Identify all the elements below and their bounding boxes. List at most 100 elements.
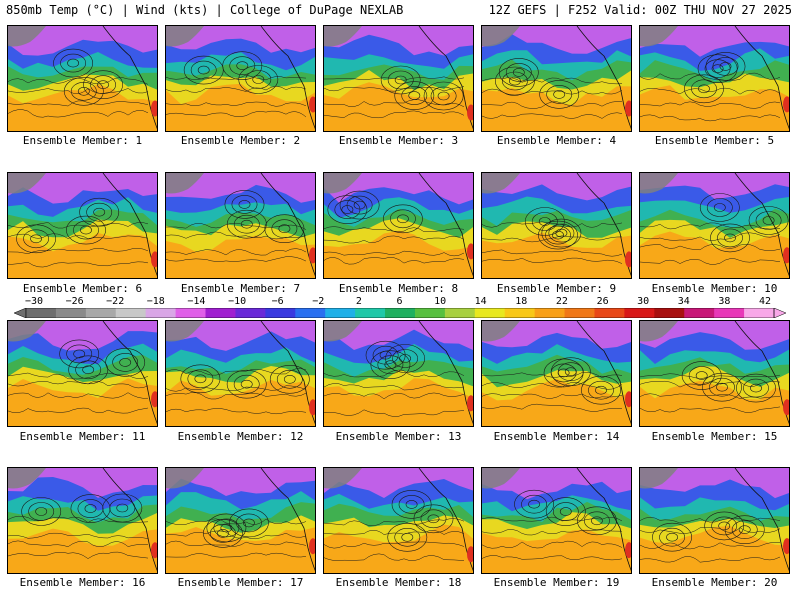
- ensemble-map: [8, 468, 157, 573]
- ensemble-map-panel: [481, 172, 632, 279]
- ensemble-map-panel: [7, 320, 158, 427]
- ensemble-map: [482, 173, 631, 278]
- colorbar-tick-label: 42: [758, 296, 772, 307]
- colorbar-segment: [145, 308, 177, 318]
- colorbar-segment: [55, 308, 87, 318]
- ensemble-map: [324, 468, 473, 573]
- ensemble-map: [640, 26, 789, 131]
- colorbar-tick-label: 22: [555, 296, 568, 307]
- panel-caption: Ensemble Member: 17: [177, 576, 304, 589]
- ensemble-map-panel: [639, 25, 790, 132]
- colorbar-segment: [654, 308, 685, 318]
- ensemble-map-panel: [481, 25, 632, 132]
- panel-caption: Ensemble Member: 3: [338, 134, 459, 147]
- colorbar-tick-label: 38: [718, 296, 731, 307]
- ensemble-map-panel: [165, 25, 316, 132]
- colorbar-segment: [714, 308, 745, 318]
- colorbar-tick-label: −30: [24, 296, 44, 307]
- panel-caption: Ensemble Member: 13: [335, 430, 462, 443]
- panel-caption: Ensemble Member: 15: [651, 430, 778, 443]
- ensemble-map-panel: [639, 172, 790, 279]
- page-title: 850mb Temp (°C) | Wind (kts) | College o…: [6, 3, 404, 17]
- colorbar-tick-label: 6: [396, 296, 403, 307]
- ensemble-map-panel: [165, 467, 316, 574]
- colorbar-segment: [295, 308, 326, 318]
- colorbar-tick-label: 34: [677, 296, 690, 307]
- colorbar-tick-label: 18: [515, 296, 528, 307]
- panel-caption: Ensemble Member: 11: [19, 430, 146, 443]
- colorbar-arrow-left: [13, 308, 27, 318]
- colorbar-tick-label: 30: [637, 296, 650, 307]
- colorbar-tick-label: −18: [146, 296, 165, 307]
- ensemble-map: [324, 173, 473, 278]
- panel-caption: Ensemble Member: 12: [177, 430, 304, 443]
- colorbar-segment: [534, 308, 566, 318]
- colorbar-segment: [265, 308, 296, 318]
- ensemble-map: [8, 26, 157, 131]
- panel-caption: Ensemble Member: 7: [180, 282, 301, 295]
- colorbar-segment: [325, 308, 356, 318]
- panel-caption: Ensemble Member: 9: [496, 282, 617, 295]
- colorbar-segment: [414, 308, 446, 318]
- ensemble-map-panel: [323, 320, 474, 427]
- colorbar-segment: [504, 308, 536, 318]
- ensemble-map: [640, 468, 789, 573]
- ensemble-map: [166, 26, 315, 131]
- colorbar-segment: [355, 308, 386, 318]
- panel-caption: Ensemble Member: 6: [22, 282, 143, 295]
- colorbar-tick-label: 26: [596, 296, 609, 307]
- temperature-colorbar: −30 −26 −22 −18 −14 −10 −6 −2 2 6 10 14 18 22 26 30 34 38…: [0, 296, 800, 318]
- colorbar-segment: [385, 308, 416, 318]
- colorbar-scale: [13, 308, 787, 318]
- ensemble-map: [166, 321, 315, 426]
- colorbar-arrow-right: [773, 308, 787, 318]
- panel-caption: Ensemble Member: 8: [338, 282, 459, 295]
- colorbar-segment: [235, 308, 266, 318]
- ensemble-map-panel: [323, 25, 474, 132]
- colorbar-tick-label: −14: [187, 296, 206, 307]
- ensemble-map-panel: [323, 467, 474, 574]
- ensemble-map: [324, 26, 473, 131]
- ensemble-map: [640, 173, 789, 278]
- ensemble-map-panel: [323, 172, 474, 279]
- colorbar-segment: [115, 308, 147, 318]
- ensemble-map: [166, 173, 315, 278]
- colorbar-segment: [26, 308, 57, 318]
- ensemble-map-panel: [7, 25, 158, 132]
- colorbar-tick-label: −10: [228, 296, 247, 307]
- panel-caption: Ensemble Member: 1: [22, 134, 143, 147]
- ensemble-map: [640, 321, 789, 426]
- ensemble-map: [482, 26, 631, 131]
- colorbar-segment: [624, 308, 655, 318]
- colorbar-segment: [744, 308, 775, 318]
- colorbar-segment: [564, 308, 595, 318]
- colorbar-segment: [175, 308, 207, 318]
- colorbar-tick-label: −6: [271, 296, 284, 307]
- colorbar-tick-label: 2: [355, 296, 362, 307]
- ensemble-map: [482, 321, 631, 426]
- ensemble-map: [8, 173, 157, 278]
- colorbar-segment: [594, 308, 625, 318]
- colorbar-segment: [474, 308, 506, 318]
- ensemble-map-panel: [639, 320, 790, 427]
- ensemble-map-panel: [639, 467, 790, 574]
- ensemble-map-panel: [481, 467, 632, 574]
- colorbar-segment: [205, 308, 236, 318]
- ensemble-map-panel: [165, 320, 316, 427]
- panel-caption: Ensemble Member: 5: [654, 134, 775, 147]
- ensemble-map-panel: [7, 172, 158, 279]
- ensemble-map: [482, 468, 631, 573]
- panel-caption: Ensemble Member: 20: [651, 576, 778, 589]
- run-info: 12Z GEFS | F252 Valid: 00Z THU NOV 27 20…: [488, 3, 792, 17]
- panel-caption: Ensemble Member: 2: [180, 134, 301, 147]
- ensemble-map: [8, 321, 157, 426]
- colorbar-tick-label: 10: [434, 296, 447, 307]
- colorbar-tick-label: −22: [106, 296, 125, 307]
- panel-caption: Ensemble Member: 10: [651, 282, 778, 295]
- ensemble-map: [324, 321, 473, 426]
- colorbar-segment: [444, 308, 476, 318]
- ensemble-map-panel: [7, 467, 158, 574]
- panel-caption: Ensemble Member: 18: [335, 576, 462, 589]
- panel-caption: Ensemble Member: 19: [493, 576, 620, 589]
- colorbar-segment: [684, 308, 715, 318]
